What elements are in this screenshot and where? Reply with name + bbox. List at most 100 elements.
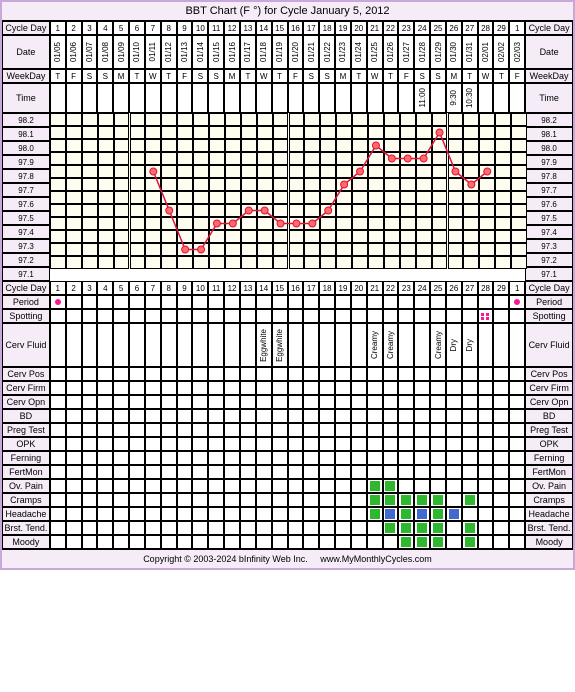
cell (351, 309, 367, 323)
cell: 26 (446, 281, 462, 295)
cell (224, 367, 240, 381)
cell (97, 493, 113, 507)
cell (66, 83, 82, 113)
cell: 22 (383, 281, 399, 295)
temp-label: 97.5 (525, 211, 573, 225)
cell: 01/26 (383, 35, 399, 69)
cell (192, 493, 208, 507)
cell (319, 451, 335, 465)
cell (145, 423, 161, 437)
row-label-cerv_pos: Cerv Pos (2, 367, 50, 381)
row-label-brst_tend: Brst. Tend. (2, 521, 50, 535)
cell (383, 309, 399, 323)
cell: 23 (398, 21, 414, 35)
cell (272, 295, 288, 309)
cell (129, 465, 145, 479)
cell (446, 423, 462, 437)
row-label-opk: OPK (525, 437, 573, 451)
cell: 01/14 (192, 35, 208, 69)
cell (335, 437, 351, 451)
cell (256, 451, 272, 465)
cell: S (192, 69, 208, 83)
cell (129, 521, 145, 535)
cell (335, 465, 351, 479)
cell (351, 451, 367, 465)
cell (272, 465, 288, 479)
cell (177, 395, 193, 409)
cell (272, 423, 288, 437)
cell (66, 381, 82, 395)
cell (97, 309, 113, 323)
cell (272, 367, 288, 381)
cell: 17 (303, 281, 319, 295)
cell (97, 479, 113, 493)
cell (145, 465, 161, 479)
cell (208, 451, 224, 465)
cell (430, 507, 446, 521)
cell: T (50, 69, 66, 83)
cell (351, 465, 367, 479)
cell: T (129, 69, 145, 83)
cell (66, 493, 82, 507)
copyright-text: Copyright © 2003-2024 bInfinity Web Inc. (143, 554, 308, 564)
cell (224, 493, 240, 507)
cell (509, 465, 525, 479)
cell (493, 295, 509, 309)
cell (351, 521, 367, 535)
cell (177, 521, 193, 535)
cell (224, 395, 240, 409)
cell (478, 423, 494, 437)
cell (509, 409, 525, 423)
row-label-headache: Headache (2, 507, 50, 521)
cell (303, 493, 319, 507)
cell (161, 83, 177, 113)
cell (192, 423, 208, 437)
cell: 12 (224, 281, 240, 295)
cell (208, 323, 224, 367)
cell: S (414, 69, 430, 83)
cell: 18 (319, 21, 335, 35)
cell: 01/12 (161, 35, 177, 69)
cell (383, 521, 399, 535)
cell (288, 409, 304, 423)
cell (430, 83, 446, 113)
cell (509, 479, 525, 493)
cell (82, 451, 98, 465)
cell (430, 535, 446, 549)
cell (224, 521, 240, 535)
row-label-fertmon: FertMon (2, 465, 50, 479)
cell (335, 535, 351, 549)
cell (50, 479, 66, 493)
cell (240, 479, 256, 493)
cell (462, 409, 478, 423)
cell (509, 295, 525, 309)
cell (224, 83, 240, 113)
cell (161, 295, 177, 309)
cell (145, 381, 161, 395)
cell (145, 295, 161, 309)
temp-label: 98.1 (2, 127, 50, 141)
cell (398, 521, 414, 535)
cell: 1 (50, 281, 66, 295)
cell (161, 409, 177, 423)
cell (335, 451, 351, 465)
cell (97, 323, 113, 367)
cell (177, 493, 193, 507)
temp-label: 98.2 (2, 113, 50, 127)
cell (50, 437, 66, 451)
cell (272, 83, 288, 113)
cell (446, 367, 462, 381)
cell (145, 493, 161, 507)
cell (224, 465, 240, 479)
cell (335, 367, 351, 381)
cell (462, 295, 478, 309)
row-label-cycle_day: Cycle Day (525, 281, 573, 295)
cell (288, 507, 304, 521)
cell (161, 451, 177, 465)
cell (97, 437, 113, 451)
cell (398, 507, 414, 521)
cell (398, 465, 414, 479)
cell: 8 (161, 21, 177, 35)
cell (129, 395, 145, 409)
cell (50, 423, 66, 437)
